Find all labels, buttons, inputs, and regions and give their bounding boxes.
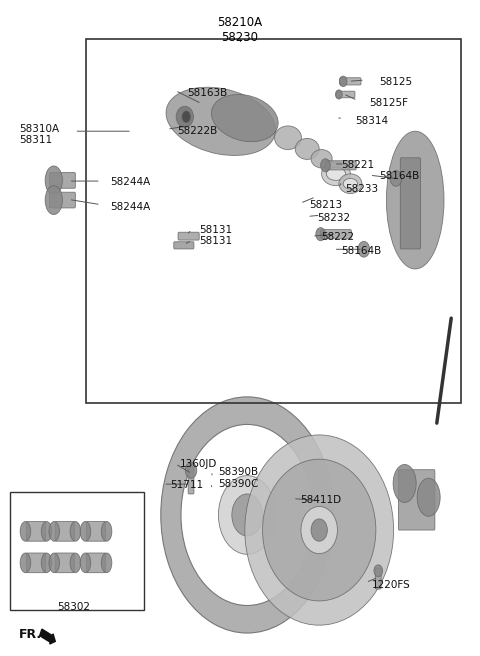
FancyBboxPatch shape bbox=[55, 553, 74, 573]
Ellipse shape bbox=[80, 553, 91, 573]
Ellipse shape bbox=[45, 186, 62, 215]
Text: 58244A: 58244A bbox=[110, 177, 151, 188]
Text: 58125: 58125 bbox=[379, 77, 412, 87]
Ellipse shape bbox=[101, 553, 112, 573]
Ellipse shape bbox=[339, 76, 347, 87]
Ellipse shape bbox=[275, 126, 301, 150]
Ellipse shape bbox=[20, 522, 31, 541]
Text: 58233: 58233 bbox=[346, 184, 379, 194]
Bar bbox=[10, 492, 144, 610]
Text: 58210A
58230: 58210A 58230 bbox=[217, 16, 263, 45]
FancyBboxPatch shape bbox=[400, 158, 420, 249]
Text: 58213: 58213 bbox=[310, 199, 343, 210]
FancyBboxPatch shape bbox=[174, 241, 194, 249]
Text: 58131: 58131 bbox=[199, 236, 232, 247]
Text: 58125F: 58125F bbox=[370, 98, 408, 108]
Text: FR.: FR. bbox=[19, 628, 42, 641]
Text: 58232: 58232 bbox=[317, 213, 350, 223]
Ellipse shape bbox=[49, 553, 60, 573]
Text: 58164B: 58164B bbox=[341, 245, 381, 256]
Ellipse shape bbox=[321, 159, 330, 172]
Ellipse shape bbox=[311, 519, 327, 541]
Text: 58163B: 58163B bbox=[187, 88, 228, 98]
FancyBboxPatch shape bbox=[336, 91, 355, 98]
Ellipse shape bbox=[218, 476, 276, 554]
Ellipse shape bbox=[101, 522, 112, 541]
Ellipse shape bbox=[417, 478, 440, 516]
Text: 58302: 58302 bbox=[58, 602, 91, 612]
FancyBboxPatch shape bbox=[49, 192, 75, 208]
FancyBboxPatch shape bbox=[188, 466, 194, 494]
Ellipse shape bbox=[263, 459, 376, 601]
Ellipse shape bbox=[41, 522, 52, 541]
Text: 58310A
58311: 58310A 58311 bbox=[19, 124, 60, 145]
Ellipse shape bbox=[301, 506, 337, 554]
Ellipse shape bbox=[311, 150, 332, 168]
Text: 58221: 58221 bbox=[341, 160, 374, 171]
Text: 58390B: 58390B bbox=[218, 467, 259, 478]
Wedge shape bbox=[161, 397, 334, 633]
FancyBboxPatch shape bbox=[325, 161, 356, 170]
FancyBboxPatch shape bbox=[398, 470, 435, 530]
Text: 58390C: 58390C bbox=[218, 479, 259, 489]
Ellipse shape bbox=[70, 553, 81, 573]
FancyBboxPatch shape bbox=[49, 173, 75, 188]
Ellipse shape bbox=[326, 167, 346, 180]
Ellipse shape bbox=[316, 228, 325, 241]
Ellipse shape bbox=[322, 162, 350, 186]
FancyBboxPatch shape bbox=[55, 522, 74, 541]
Text: 58164B: 58164B bbox=[379, 171, 420, 181]
Ellipse shape bbox=[343, 178, 358, 189]
FancyBboxPatch shape bbox=[375, 568, 381, 589]
FancyBboxPatch shape bbox=[86, 553, 106, 573]
Text: 1360JD: 1360JD bbox=[180, 459, 217, 470]
FancyArrow shape bbox=[40, 629, 55, 644]
Ellipse shape bbox=[232, 494, 263, 536]
FancyBboxPatch shape bbox=[26, 553, 46, 573]
Text: 1220FS: 1220FS bbox=[372, 580, 411, 590]
Ellipse shape bbox=[70, 522, 81, 541]
Text: 58411D: 58411D bbox=[300, 495, 341, 505]
Ellipse shape bbox=[185, 462, 197, 478]
Text: 51711: 51711 bbox=[170, 480, 204, 491]
FancyBboxPatch shape bbox=[86, 522, 106, 541]
Ellipse shape bbox=[41, 553, 52, 573]
Ellipse shape bbox=[166, 87, 276, 155]
Ellipse shape bbox=[295, 138, 319, 159]
FancyBboxPatch shape bbox=[178, 232, 199, 240]
Text: 58314: 58314 bbox=[355, 116, 388, 127]
Ellipse shape bbox=[182, 111, 191, 123]
Ellipse shape bbox=[45, 166, 62, 195]
Ellipse shape bbox=[20, 553, 31, 573]
Text: 58244A: 58244A bbox=[110, 201, 151, 212]
Text: 58222B: 58222B bbox=[178, 126, 218, 136]
Ellipse shape bbox=[80, 522, 91, 541]
Ellipse shape bbox=[245, 435, 394, 625]
FancyBboxPatch shape bbox=[321, 230, 351, 239]
Ellipse shape bbox=[176, 106, 193, 127]
FancyBboxPatch shape bbox=[26, 522, 46, 541]
Bar bbox=[86, 39, 461, 403]
Ellipse shape bbox=[339, 174, 362, 194]
Ellipse shape bbox=[374, 565, 383, 577]
Text: 58222: 58222 bbox=[322, 232, 355, 243]
FancyBboxPatch shape bbox=[340, 77, 361, 85]
Ellipse shape bbox=[390, 171, 402, 186]
Ellipse shape bbox=[212, 94, 278, 142]
Ellipse shape bbox=[386, 131, 444, 269]
Ellipse shape bbox=[49, 522, 60, 541]
Ellipse shape bbox=[393, 464, 416, 502]
Text: 58131: 58131 bbox=[199, 224, 232, 235]
Ellipse shape bbox=[336, 90, 342, 99]
Ellipse shape bbox=[358, 241, 370, 257]
